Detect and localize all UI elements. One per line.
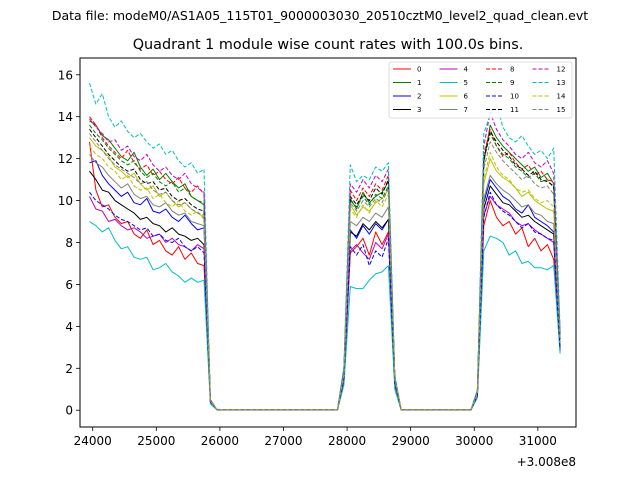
- x-tick-label: 31000: [519, 434, 557, 448]
- x-tick-label: 26000: [201, 434, 239, 448]
- y-tick-label: 4: [65, 320, 73, 334]
- x-axis-ticks: 24000 25000 26000 27000 28000 29000 30000 31000: [74, 427, 557, 448]
- y-tick-label: 8: [65, 236, 73, 250]
- legend-label-5: 5: [464, 79, 468, 87]
- x-tick-label: 25000: [137, 434, 175, 448]
- x-tick-label: 30000: [455, 434, 493, 448]
- y-axis-ticks: 0 2 4 6 8 10 12 14 16: [58, 68, 80, 418]
- legend-label-3: 3: [417, 106, 421, 114]
- legend-label-2: 2: [417, 93, 421, 101]
- y-tick-label: 0: [65, 404, 73, 418]
- x-tick-label: 24000: [74, 434, 112, 448]
- legend-label-10: 10: [510, 93, 519, 101]
- legend-label-13: 13: [557, 79, 566, 87]
- x-offset-label: +3.008e8: [517, 455, 576, 469]
- legend-label-14: 14: [557, 93, 566, 101]
- series-line-10: [89, 191, 561, 411]
- series-layer: [89, 83, 561, 411]
- x-tick-label: 27000: [264, 434, 302, 448]
- x-tick-label: 28000: [328, 434, 366, 448]
- series-line-12: [89, 112, 561, 411]
- y-tick-label: 2: [65, 362, 73, 376]
- legend-label-4: 4: [464, 66, 469, 74]
- legend-label-1: 1: [417, 79, 421, 87]
- chart-title: Quadrant 1 module wise count rates with …: [133, 37, 524, 53]
- legend-label-11: 11: [510, 106, 519, 114]
- y-tick-label: 16: [58, 68, 73, 82]
- legend-label-8: 8: [510, 66, 514, 74]
- y-tick-label: 10: [58, 194, 73, 208]
- y-tick-label: 12: [58, 152, 73, 166]
- series-line-15: [89, 133, 561, 411]
- legend-label-15: 15: [557, 106, 566, 114]
- series-line-14: [89, 145, 561, 411]
- legend-box: [388, 61, 573, 119]
- y-tick-label: 6: [65, 278, 73, 292]
- figure-suptitle: Data file: modeM0/AS1A05_115T01_90000030…: [52, 8, 588, 23]
- legend-label-7: 7: [464, 106, 468, 114]
- plot-area-frame: [79, 57, 577, 428]
- x-tick-label: 29000: [392, 434, 430, 448]
- legend-label-12: 12: [557, 66, 566, 74]
- legend-label-6: 6: [464, 93, 469, 101]
- legend-label-0: 0: [417, 66, 421, 74]
- legend-label-9: 9: [510, 79, 514, 87]
- y-tick-label: 14: [58, 110, 73, 124]
